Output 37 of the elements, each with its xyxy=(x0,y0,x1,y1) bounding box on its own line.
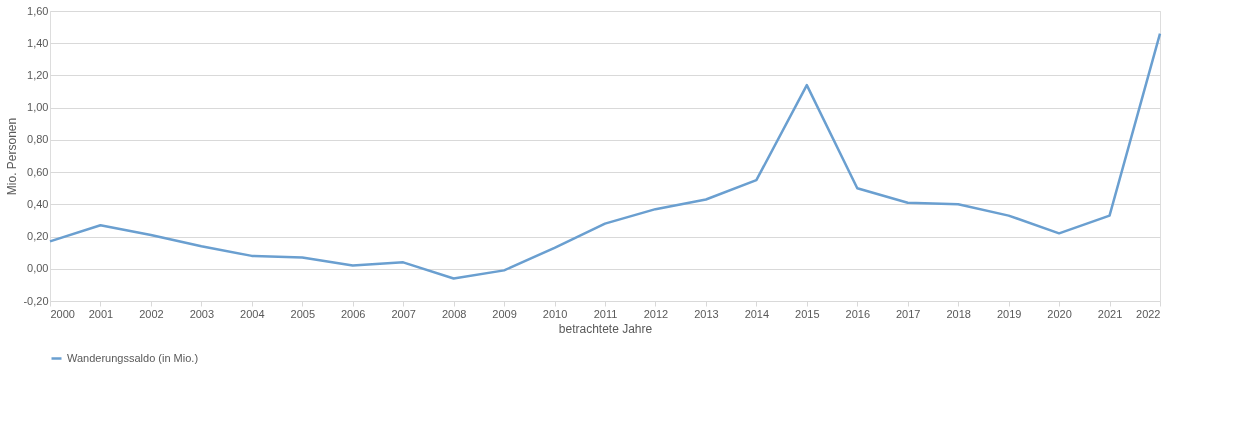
x-tick-label: 2005 xyxy=(290,307,316,320)
y-tick-label: 0,80 xyxy=(27,133,49,146)
x-tick-label: 2017 xyxy=(895,307,921,320)
y-tick-label: 1,20 xyxy=(27,68,49,81)
y-tick-label: 0,20 xyxy=(27,230,49,243)
x-axis-title: betrachtete Jahre xyxy=(558,321,653,336)
legend-label: Wanderungssaldo (in Mio.) xyxy=(67,351,199,364)
x-tick-label: 2021 xyxy=(1097,307,1123,320)
y-tick-label: 1,40 xyxy=(27,36,49,49)
y-axis-title: Mio. Personen xyxy=(5,117,20,196)
x-tick-label: 2018 xyxy=(946,307,971,320)
y-tick-label: 0,60 xyxy=(27,165,49,178)
x-tick-label: 2010 xyxy=(542,307,568,320)
x-tick-label: 2014 xyxy=(744,307,770,320)
x-tick-label: 2006 xyxy=(340,307,366,320)
x-tick-label: 2002 xyxy=(139,307,164,320)
x-tick-label: 2011 xyxy=(593,307,618,320)
x-tick-label: 2015 xyxy=(795,307,820,320)
x-tick-label: 2022 xyxy=(1136,307,1161,320)
x-tick-label: 2000 xyxy=(50,307,75,320)
y-tick-label: 1,60 xyxy=(27,4,49,17)
x-tick-label: 2008 xyxy=(441,307,467,320)
x-tick-label: 2009 xyxy=(492,307,517,320)
x-tick-label: 2012 xyxy=(643,307,669,320)
y-tick-label: 0,00 xyxy=(27,262,49,275)
y-tick-label: 0,40 xyxy=(27,197,49,210)
y-tick-label: -0,20 xyxy=(23,294,49,307)
x-tick-label: 2001 xyxy=(88,307,114,320)
line-series xyxy=(48,32,1162,280)
x-tick-label: 2004 xyxy=(240,307,265,320)
x-tick-label: 2003 xyxy=(189,307,215,320)
x-tick-label: 2016 xyxy=(845,307,871,320)
x-tick-label: 2019 xyxy=(996,307,1022,320)
y-tick-label: 1,00 xyxy=(27,101,49,114)
x-tick-label: 2013 xyxy=(694,307,719,320)
x-tick-label: 2007 xyxy=(391,307,416,320)
x-tick-label: 2020 xyxy=(1047,307,1072,320)
